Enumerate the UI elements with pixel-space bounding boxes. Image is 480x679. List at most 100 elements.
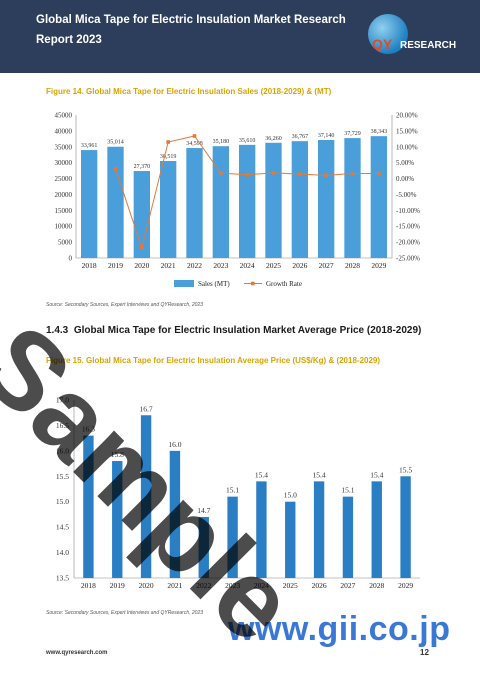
sales-data-label: 30,519	[160, 154, 177, 160]
price-y-tick-label: 15.0	[56, 497, 69, 506]
growth-rate-point	[324, 173, 328, 178]
price-bar	[140, 415, 152, 578]
price-data-label: 15.4	[255, 470, 268, 479]
y2-tick-label: 10.00%	[396, 143, 418, 151]
price-x-tick-label: 2029	[398, 581, 413, 590]
price-data-label: 15.8	[111, 450, 124, 459]
x-tick-label: 2028	[345, 261, 360, 270]
y2-tick-label: 0.00%	[396, 175, 414, 183]
sales-bar	[291, 141, 308, 258]
growth-rate-point	[166, 140, 170, 144]
growth-rate-point	[271, 171, 276, 175]
sales-data-label: 38,343	[371, 129, 388, 135]
sales-data-label: 36,260	[265, 136, 282, 142]
price-data-label: 15.1	[341, 486, 354, 495]
sales-bar	[370, 136, 387, 258]
sales-data-label: 33,961	[81, 143, 98, 149]
price-y-tick-label: 17.0	[56, 396, 69, 405]
growth-rate-point	[298, 172, 302, 176]
figure-14-caption: Figure 14. Global Mica Tape for Electric…	[46, 87, 332, 96]
price-bar	[371, 481, 382, 578]
y-tick-label: 5000	[58, 239, 73, 247]
y2-tick-label: 20.00%	[396, 112, 418, 120]
price-x-tick-label: 2027	[340, 581, 355, 590]
price-bar	[256, 481, 267, 578]
price-x-tick-label: 2019	[110, 581, 125, 590]
price-bar	[400, 476, 411, 578]
sales-bar	[212, 146, 229, 258]
x-tick-label: 2018	[82, 261, 97, 270]
y-tick-label: 20000	[55, 191, 73, 199]
price-data-label: 15.5	[399, 465, 412, 474]
price-x-tick-label: 2024	[254, 581, 269, 590]
gii-watermark-url: www.gii.co.jp	[228, 610, 451, 648]
section-title: Global Mica Tape for Electric Insulation…	[73, 325, 422, 336]
sales-bar	[186, 148, 203, 258]
sales-data-label: 37,140	[318, 133, 335, 139]
report-title: Global Mica Tape for Electric Insulation…	[36, 14, 346, 46]
sales-data-label: 35,014	[107, 140, 124, 146]
sales-bar	[107, 146, 124, 258]
price-x-tick-label: 2020	[139, 581, 154, 590]
sales-data-label: 35,610	[239, 138, 256, 144]
y-tick-label: 40000	[55, 127, 73, 135]
price-x-tick-label: 2018	[81, 581, 96, 590]
price-chart: 13.5 14.0 14.5 15.0 15.5 16.0 16.5 17.0 16.3 2018…	[56, 396, 420, 590]
y-tick-label: 25000	[55, 175, 73, 183]
growth-rate-point	[350, 171, 355, 176]
price-y-tick-label: 13.5	[56, 574, 69, 583]
sales-bar	[344, 138, 361, 258]
price-x-tick-label: 2028	[369, 581, 384, 590]
sales-data-label: 35,180	[213, 139, 230, 145]
legend-sales-swatch	[174, 280, 194, 287]
price-data-label: 14.7	[197, 506, 210, 515]
x-tick-label: 2022	[187, 261, 202, 270]
price-y-tick-label: 16.5	[56, 421, 69, 430]
growth-rate-point	[219, 171, 223, 175]
section-heading: 1.4.3 Global Mica Tape for Electric Insu…	[46, 325, 421, 336]
price-bar	[169, 450, 181, 578]
figure-15-source: Source: Secondary Sources, Expert Interv…	[46, 610, 204, 616]
sales-bar	[81, 150, 98, 258]
figure-15-caption: Figure 15. Global Mica Tape for Electric…	[46, 356, 381, 365]
growth-rate-point	[192, 134, 197, 138]
y2-tick-label: -20.00%	[396, 239, 420, 247]
y2-tick-label: -10.00%	[396, 207, 420, 215]
sales-bar	[318, 139, 335, 258]
sales-data-label: 27,370	[134, 164, 151, 170]
y-tick-label: 15000	[55, 207, 73, 215]
y2-tick-label: -25.00%	[396, 255, 420, 263]
y-tick-label: 45000	[55, 112, 73, 120]
x-tick-label: 2023	[213, 261, 228, 270]
price-bar	[227, 496, 238, 578]
y2-tick-label: -5.00%	[396, 191, 417, 199]
y2-tick-label: 15.00%	[396, 127, 418, 135]
growth-rate-point	[140, 246, 144, 250]
sales-bar	[265, 142, 282, 258]
x-tick-label: 2020	[134, 261, 149, 270]
logo-qy: QY	[372, 36, 393, 52]
sales-bar	[160, 161, 177, 258]
growth-rate-point	[113, 166, 118, 171]
y-tick-label: 10000	[55, 223, 73, 231]
growth-rate-point	[245, 172, 249, 177]
price-bar	[313, 481, 325, 578]
qyresearch-logo: QY RESEARCH	[368, 14, 474, 60]
legend-growth-marker	[251, 281, 255, 286]
price-data-label: 15.0	[284, 491, 297, 500]
x-tick-label: 2025	[266, 261, 281, 270]
price-y-tick-label: 15.5	[56, 472, 69, 481]
price-data-label: 16.0	[168, 440, 181, 449]
globe-icon	[368, 14, 408, 54]
price-x-tick-label: 2025	[283, 581, 298, 590]
y2-tick-label: -15.00%	[396, 223, 420, 231]
price-y-tick-label: 16.0	[56, 446, 69, 455]
price-bar	[112, 461, 123, 578]
x-tick-label: 2019	[108, 261, 123, 270]
price-bar	[285, 501, 296, 578]
section-number: 1.4.3	[46, 325, 69, 336]
x-tick-label: 2021	[161, 261, 176, 270]
price-y-tick-label: 14.5	[56, 523, 69, 532]
report-header: Global Mica Tape for Electric Insulation…	[0, 0, 480, 73]
footer-url: www.qyresearch.com	[46, 650, 108, 656]
